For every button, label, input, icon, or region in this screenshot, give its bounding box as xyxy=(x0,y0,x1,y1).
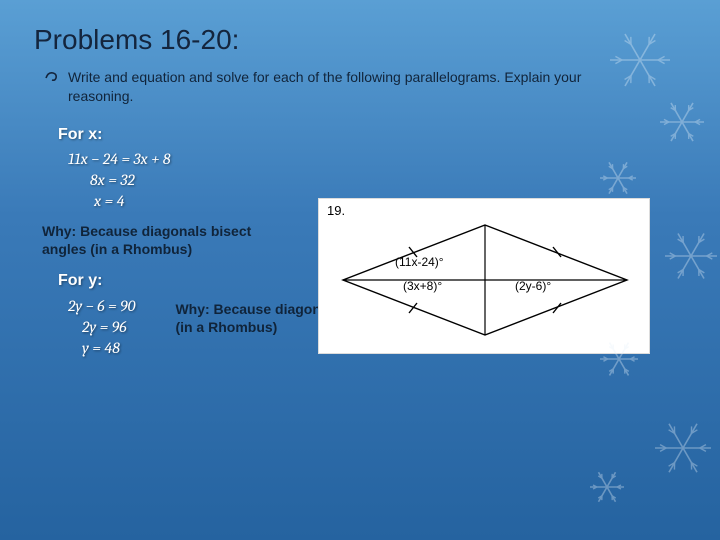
for-x-heading: For x: xyxy=(58,126,686,144)
bullet: Write and equation and solve for each of… xyxy=(44,68,604,106)
angle-label-3: (2y-6)° xyxy=(515,279,551,293)
rhombus-diagram xyxy=(337,221,633,339)
figure-number: 19. xyxy=(327,203,345,218)
swirl-icon xyxy=(44,68,60,84)
angle-label-1: (11x-24)° xyxy=(395,255,444,269)
eq-y-2: 2y = 96 xyxy=(82,318,135,336)
bullet-text: Write and equation and solve for each of… xyxy=(68,68,604,106)
figure-19: 19. (11x-24)° (3x+8)° (2y-6)° xyxy=(318,198,650,354)
eq-y-1: 2y − 6 = 90 xyxy=(68,297,135,315)
eq-x-2: 8x = 32 xyxy=(90,171,686,189)
eq-x-1: 11x − 24 = 3x + 8 xyxy=(68,150,686,168)
eq-y-3: y = 48 xyxy=(82,339,135,357)
slide-title: Problems 16-20: xyxy=(34,24,686,56)
angle-label-2: (3x+8)° xyxy=(403,279,442,293)
for-y-equations: 2y − 6 = 90 2y = 96 y = 48 xyxy=(68,294,135,360)
why-x: Why: Because diagonals bisect angles (in… xyxy=(42,222,262,258)
